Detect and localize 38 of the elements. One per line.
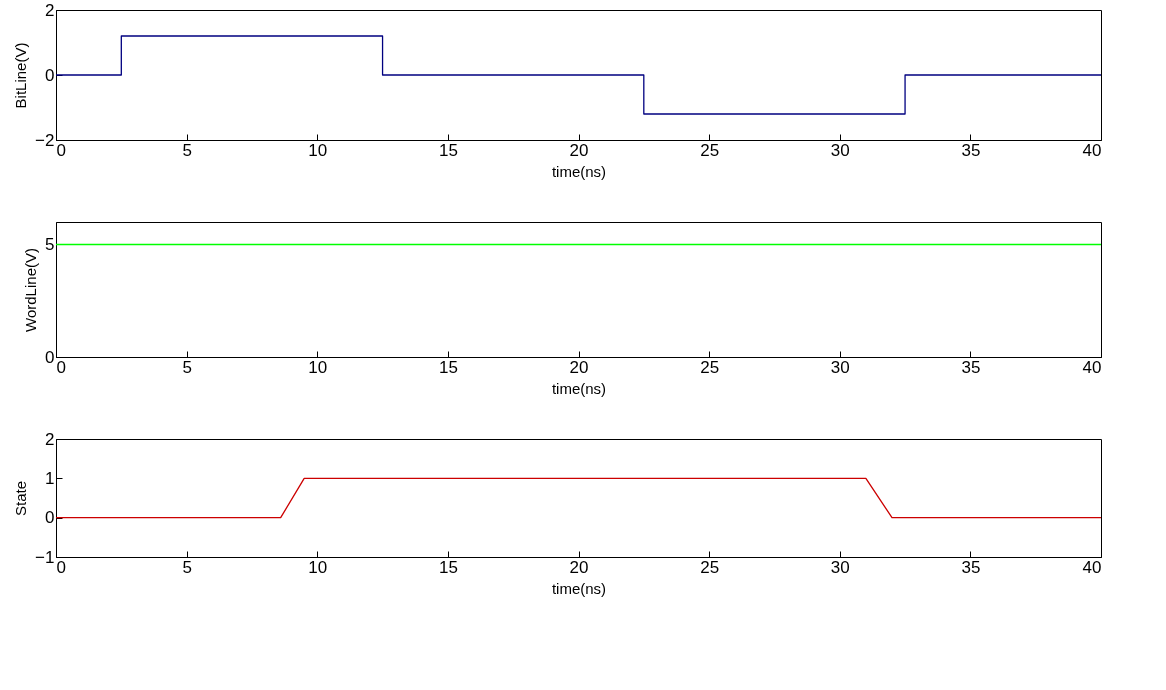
y-tick-label: −2 — [35, 130, 55, 150]
x-tick-label: 30 — [830, 357, 850, 377]
x-tick-label: 30 — [830, 140, 850, 160]
x-tick-label: 10 — [308, 557, 328, 577]
x-tick-label: 40 — [1082, 357, 1102, 377]
x-axis-title: time(ns) — [551, 162, 607, 180]
x-tick-label: 15 — [438, 140, 458, 160]
x-tick-label: 25 — [700, 357, 720, 377]
x-tick-label: 40 — [1082, 140, 1102, 160]
x-tick-label: 15 — [438, 557, 458, 577]
y-tick-label: 0 — [45, 65, 55, 85]
y-axis-title: State — [12, 480, 30, 517]
y-tick-label: 1 — [45, 468, 55, 488]
x-tick-label: 25 — [700, 557, 720, 577]
x-axis-title: time(ns) — [551, 379, 607, 397]
y-tick-label: 2 — [45, 429, 55, 449]
y-axis-title: BitLine(V) — [12, 42, 30, 109]
x-tick-label: 35 — [961, 357, 981, 377]
y-tick-label: 0 — [45, 508, 55, 528]
y-tick-label: 2 — [45, 0, 55, 20]
y-tick-label: −1 — [35, 547, 55, 567]
y-tick-label: 5 — [45, 235, 55, 254]
x-tick-label: 20 — [569, 140, 589, 160]
x-tick-label: 5 — [182, 557, 192, 577]
x-tick-label: 25 — [700, 140, 720, 160]
x-tick-label: 35 — [961, 140, 981, 160]
x-tick-label: 10 — [308, 140, 328, 160]
x-tick-label: 5 — [182, 140, 192, 160]
y-axis-title: WordLine(V) — [22, 248, 40, 332]
x-tick-label: 30 — [830, 557, 850, 577]
x-tick-label: 10 — [308, 357, 328, 377]
x-tick-label: 20 — [569, 557, 589, 577]
x-tick-label: 15 — [438, 357, 458, 377]
x-axis-title: time(ns) — [551, 579, 607, 597]
x-tick-label: 20 — [569, 357, 589, 377]
x-tick-label: 35 — [961, 557, 981, 577]
x-tick-label: 5 — [182, 357, 192, 377]
x-tick-label: 40 — [1082, 557, 1102, 577]
